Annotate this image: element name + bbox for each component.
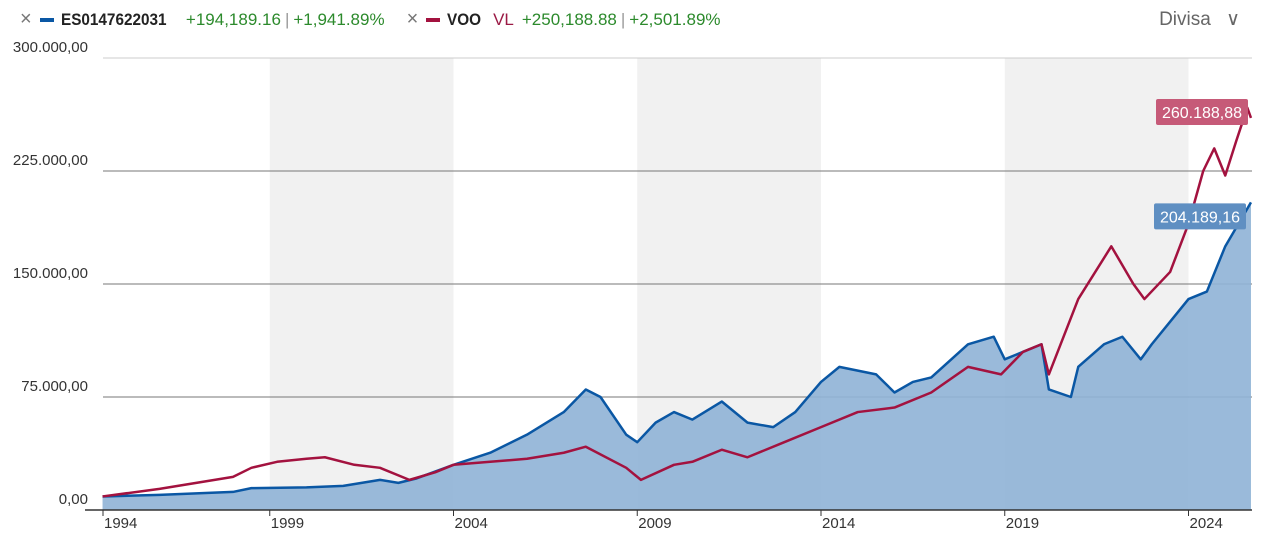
y-tick-label: 75.000,00 xyxy=(21,378,88,395)
x-tick-label: 1999 xyxy=(271,515,304,532)
chevron-down-icon: ∨ xyxy=(1226,9,1240,30)
x-tick-label: 2024 xyxy=(1190,515,1223,532)
series-color-swatch xyxy=(426,17,441,22)
x-tick-label: 2009 xyxy=(638,515,671,532)
x-tick-label: 2014 xyxy=(822,515,855,532)
chart-legend: × ES0147622031 +194,189.16 | +1,941.89% … xyxy=(20,8,743,31)
legend-item-voo: × VOO VL +250,188.88 | +2,501.89% xyxy=(407,8,721,31)
series-name: ES0147622031 xyxy=(60,9,167,29)
currency-label: Divisa xyxy=(1159,9,1211,30)
end-value-label: 204.189,16 xyxy=(1160,209,1240,226)
series-change: +250,188.88 xyxy=(521,9,617,29)
end-value-label-bg xyxy=(1154,203,1246,230)
end-value-label-bg xyxy=(1156,98,1248,125)
series-change-pct: +1,941.89% xyxy=(293,9,385,29)
remove-series-icon[interactable]: × xyxy=(406,8,419,30)
end-value-label: 260.188,88 xyxy=(1162,105,1242,122)
remove-series-icon[interactable]: × xyxy=(20,8,32,30)
x-tick-label: 2019 xyxy=(1006,515,1039,532)
series-change-pct: +2,501.89% xyxy=(629,9,721,29)
y-tick-label: 225.000,00 xyxy=(13,152,88,169)
separator: | xyxy=(284,9,290,29)
series-line-voo xyxy=(102,106,1253,498)
y-tick-label: 150.000,00 xyxy=(13,265,88,282)
y-tick-label: 0,00 xyxy=(59,491,88,508)
series-suffix: VL xyxy=(493,9,514,29)
series-name: VOO xyxy=(447,9,482,29)
x-tick-label: 1994 xyxy=(104,515,137,532)
separator: | xyxy=(620,9,626,29)
legend-item-es0147622031: × ES0147622031 +194,189.16 | +1,941.89% xyxy=(20,8,385,31)
series-area-es0147622031 xyxy=(102,202,1251,511)
series-color-swatch xyxy=(39,17,54,22)
series-change: +194,189.16 xyxy=(185,9,281,29)
currency-dropdown[interactable]: Divisa ∨ xyxy=(1159,8,1240,31)
x-tick-label: 2004 xyxy=(455,515,488,532)
y-tick-label: 300.000,00 xyxy=(13,39,88,56)
